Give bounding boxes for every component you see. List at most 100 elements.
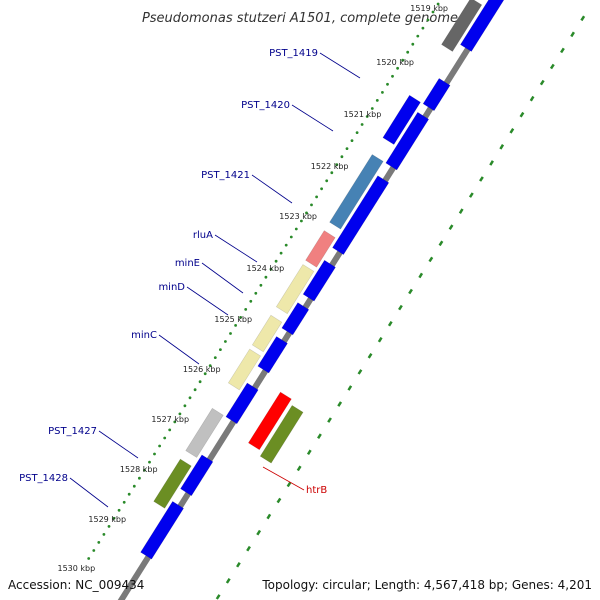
strand-dash [337, 401, 343, 407]
strand-dot [102, 533, 106, 536]
strand-dash [377, 336, 383, 343]
strand-dash [306, 449, 312, 456]
strand-dash [509, 128, 515, 134]
gene-arrow [153, 458, 192, 509]
reverse-gene-arrow [259, 404, 304, 464]
strand-dot [112, 516, 116, 520]
strand-dot [203, 372, 207, 376]
strand-dash [246, 545, 251, 552]
strand-dot [132, 484, 136, 488]
strand-dot [370, 107, 374, 110]
strand-dash [580, 15, 586, 22]
strand-dash [438, 240, 444, 247]
strand-dot [264, 275, 268, 279]
map-title: Pseudomonas stutzeri A1501, complete gen… [142, 11, 458, 26]
strand-dot [259, 283, 263, 287]
topology-text: Topology: circular; Length: 4,567,418 bp… [262, 578, 592, 592]
cds-arrow [257, 336, 288, 374]
strand-dot [289, 235, 293, 239]
strand-dot [244, 308, 248, 311]
strand-dash [499, 144, 505, 150]
reverse-strand-dashes [215, 15, 586, 600]
strand-dash [266, 513, 272, 520]
strand-dash [479, 176, 484, 182]
strand-dot [381, 91, 384, 94]
strand-dot [163, 436, 167, 440]
strand-dot [350, 139, 354, 143]
feature-arrows [140, 0, 505, 560]
gene-label-leader [201, 262, 244, 294]
strand-dot [107, 525, 111, 528]
gene-label-leader [319, 52, 361, 79]
strand-dot [239, 316, 243, 319]
gene-arrow [305, 230, 336, 268]
strand-dash [549, 63, 555, 70]
strand-dot [269, 267, 273, 271]
strand-dot [274, 259, 278, 263]
strand-dash [296, 465, 302, 472]
gene-labels: PST_1419 PST_1420 PST_1421 rluA minE minD minC… [19, 48, 361, 508]
strand-dot [188, 396, 192, 400]
gene-label: PST_1421 [201, 170, 250, 181]
strand-dot [138, 476, 141, 480]
strand-dash [347, 385, 353, 391]
strand-dash [256, 529, 262, 536]
gene-label-leader [186, 286, 229, 316]
gene-arrow [382, 94, 421, 145]
strand-dot [340, 155, 344, 159]
gene-label: rluA [193, 230, 213, 241]
strand-dot [153, 452, 156, 456]
strand-dot [325, 179, 329, 183]
strand-dot [284, 243, 288, 247]
gene-label-leader [158, 334, 200, 365]
strand-dot [219, 348, 222, 351]
gene-label-leader [291, 104, 334, 132]
strand-dot [431, 10, 435, 14]
strand-dot [426, 18, 430, 22]
strand-dash [448, 224, 454, 230]
tick-label: 1528 kbp [120, 465, 158, 474]
strand-dot [148, 460, 151, 464]
cds-arrow [281, 302, 310, 336]
gene-arrow [227, 348, 262, 391]
reverse-cds-arrow [247, 391, 292, 451]
gene-arrow [251, 314, 283, 353]
strand-dash [560, 47, 565, 54]
strand-dash [357, 369, 363, 375]
strand-dash [539, 79, 545, 86]
strand-dot [198, 380, 202, 384]
strand-dot [87, 557, 91, 560]
strand-dot [360, 123, 364, 126]
strand-dot [401, 58, 405, 62]
strand-dot [193, 388, 197, 392]
strand-dash [468, 192, 474, 198]
strand-dot [234, 324, 238, 327]
strand-dash [489, 160, 494, 166]
strand-dash [458, 208, 464, 214]
strand-dash [398, 304, 403, 311]
cds-arrow [459, 0, 505, 52]
strand-dash [215, 594, 221, 600]
strand-dot [300, 219, 303, 223]
gene-label: htrB [306, 485, 327, 496]
strand-dash [286, 481, 292, 488]
gene-arrow [329, 154, 384, 230]
gene-label-leader [251, 174, 293, 204]
gene-label: PST_1428 [19, 473, 68, 484]
strand-dot [406, 50, 410, 54]
strand-dot [305, 211, 308, 215]
cds-arrow [302, 259, 336, 302]
forward-strand-dots [87, 2, 440, 560]
gene-label: PST_1427 [48, 426, 97, 437]
strand-dash [317, 433, 322, 439]
strand-dot [97, 541, 101, 544]
strand-dot [279, 251, 283, 255]
tick-label: 1522 kbp [311, 162, 349, 171]
strand-dash [276, 497, 282, 504]
strand-dot [355, 131, 359, 135]
gene-label-leader [214, 234, 258, 263]
tick-label: 1526 kbp [183, 365, 221, 374]
strand-dot [411, 42, 415, 46]
tick-label: 1527 kbp [151, 415, 189, 424]
strand-dash [529, 95, 535, 102]
